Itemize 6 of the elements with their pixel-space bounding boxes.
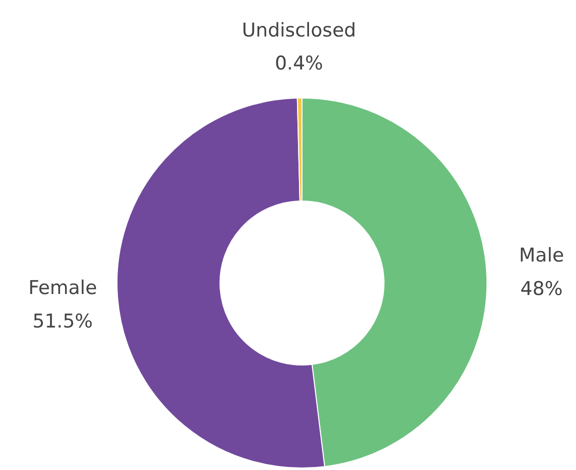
slice-label: Male xyxy=(519,244,564,267)
slice-label: Undisclosed xyxy=(242,19,356,42)
slice-label: Female xyxy=(28,277,98,300)
data-label: 51.5% xyxy=(32,310,93,332)
data-label: 48% xyxy=(520,278,563,300)
data-label: 0.4% xyxy=(274,52,324,75)
